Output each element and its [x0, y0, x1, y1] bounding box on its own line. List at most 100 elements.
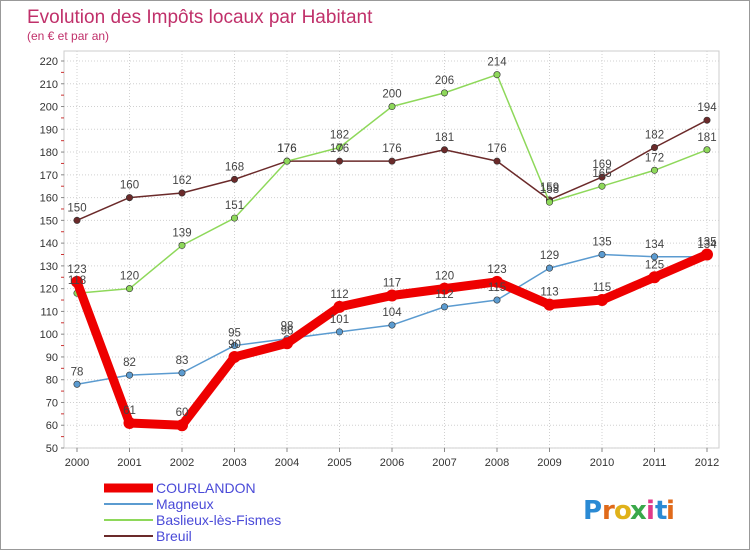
data-point: [650, 166, 658, 174]
data-point: [388, 157, 396, 165]
data-label: 176: [277, 143, 296, 155]
y-tick-label: 190: [40, 124, 58, 136]
data-point: [126, 285, 134, 293]
data-label: 182: [330, 130, 349, 142]
y-tick-label: 150: [40, 215, 58, 227]
data-label: 150: [67, 202, 86, 214]
data-label: 176: [487, 143, 506, 155]
legend-label: Breuil: [156, 528, 192, 544]
logo-letter: x: [630, 496, 647, 526]
data-point: [440, 146, 448, 154]
data-label: 101: [330, 314, 349, 326]
data-point: [440, 303, 448, 311]
data-point: [545, 198, 553, 206]
x-tick-label: 2007: [432, 457, 456, 469]
data-point: [73, 216, 81, 224]
x-tick-label: 2004: [275, 457, 299, 469]
data-label: 176: [330, 143, 349, 155]
data-point: [545, 264, 553, 272]
data-point: [386, 289, 398, 302]
data-point: [491, 275, 503, 288]
data-point: [493, 157, 501, 165]
data-label: 165: [592, 168, 611, 180]
y-tick-label: 90: [46, 352, 58, 364]
data-point: [493, 71, 501, 79]
data-point: [228, 350, 241, 363]
data-point: [388, 321, 396, 329]
data-label: 98: [281, 321, 294, 333]
x-tick-label: 2012: [695, 457, 719, 469]
data-label: 90: [228, 339, 241, 351]
data-point: [598, 182, 606, 190]
data-label: 129: [540, 250, 559, 262]
data-point: [335, 328, 343, 336]
data-point: [126, 194, 134, 202]
data-point: [231, 342, 239, 350]
x-tick-label: 2000: [65, 457, 89, 469]
y-tick-label: 220: [40, 56, 58, 68]
legend-label: COURLANDON: [156, 480, 256, 496]
x-tick-label: 2005: [327, 457, 351, 469]
x-tick-label: 2002: [170, 457, 194, 469]
data-point: [178, 189, 186, 197]
data-point: [178, 369, 186, 377]
data-label: 181: [697, 132, 716, 144]
chart-subtitle: (en € et par an): [27, 29, 109, 43]
data-label: 120: [435, 271, 454, 283]
data-label: 182: [645, 130, 664, 142]
legend-label: Magneux: [156, 496, 214, 512]
data-point: [701, 248, 713, 261]
data-label: 158: [540, 184, 559, 196]
data-point: [126, 371, 134, 379]
data-point: [598, 251, 606, 259]
x-tick-label: 2006: [380, 457, 404, 469]
data-label: 176: [382, 143, 401, 155]
data-point: [543, 298, 556, 311]
logo-letter: i: [666, 496, 675, 526]
data-point: [231, 214, 239, 222]
y-tick-label: 160: [40, 193, 58, 205]
data-label: 123: [67, 264, 86, 276]
data-label: 135: [697, 237, 716, 249]
data-point: [178, 241, 186, 249]
data-label: 176: [277, 143, 296, 155]
data-label: 112: [330, 289, 348, 301]
data-label: 181: [435, 132, 454, 144]
data-label: 160: [120, 180, 139, 192]
data-point: [281, 337, 293, 350]
logo-letter: r: [602, 496, 615, 526]
x-tick-label: 2011: [643, 457, 667, 469]
data-label: 113: [540, 287, 558, 299]
x-tick-label: 2010: [590, 457, 614, 469]
data-point: [596, 294, 608, 307]
data-label: 169: [592, 159, 611, 171]
data-label: 206: [435, 75, 454, 87]
y-tick-label: 80: [46, 375, 58, 387]
y-tick-label: 60: [46, 420, 58, 432]
data-label: 82: [123, 357, 136, 369]
data-point: [598, 173, 606, 181]
data-label: 115: [593, 282, 611, 294]
data-label: 134: [697, 239, 717, 251]
data-label: 159: [540, 182, 559, 194]
logo-letter: o: [614, 496, 632, 526]
data-label: 139: [172, 227, 191, 239]
data-point: [703, 146, 711, 154]
y-tick-label: 200: [40, 102, 58, 114]
data-point: [648, 271, 661, 284]
data-point: [335, 157, 343, 165]
data-label: 200: [382, 89, 401, 101]
data-point: [73, 380, 81, 388]
data-point: [333, 300, 346, 313]
x-tick-label: 2003: [222, 457, 246, 469]
data-label: 168: [225, 161, 244, 173]
data-label: 95: [228, 328, 241, 340]
data-label: 112: [435, 289, 453, 301]
y-tick-label: 210: [40, 79, 58, 91]
data-label: 104: [382, 307, 402, 319]
data-label: 61: [123, 405, 136, 417]
y-tick-label: 130: [40, 261, 58, 273]
y-tick-label: 180: [40, 147, 58, 159]
data-point: [71, 275, 83, 288]
